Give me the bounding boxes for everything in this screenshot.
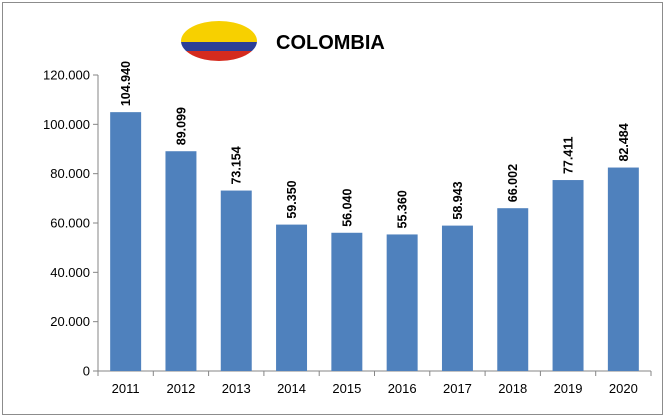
bar [165, 151, 197, 371]
y-tick-label: 40.000 [50, 265, 90, 280]
x-tick-label: 2014 [277, 381, 306, 396]
x-tick-label: 2016 [388, 381, 417, 396]
y-tick-label: 120.000 [43, 68, 90, 83]
data-label: 58.943 [451, 181, 465, 219]
bar [441, 225, 473, 371]
data-label: 73.154 [230, 146, 244, 184]
data-label: 82.484 [617, 123, 631, 161]
x-tick-label: 2013 [222, 381, 251, 396]
data-label: 104.940 [119, 61, 133, 106]
x-tick-label: 2019 [554, 381, 583, 396]
bar-series [110, 112, 639, 371]
data-label: 56.040 [340, 188, 354, 226]
data-label: 55.360 [396, 190, 410, 228]
bar [331, 232, 363, 371]
bar [497, 208, 529, 371]
data-label: 59.350 [285, 180, 299, 218]
x-tick-label: 2011 [112, 381, 140, 396]
y-tick-label: 0 [83, 364, 90, 379]
x-tick-label: 2012 [166, 381, 195, 396]
y-tick-label: 100.000 [43, 117, 90, 132]
bar [220, 190, 252, 371]
colombia-flag-icon [181, 21, 257, 61]
x-tick-label: 2015 [332, 381, 361, 396]
bar [607, 167, 639, 371]
bar [386, 234, 418, 371]
bar [276, 224, 308, 371]
data-label: 66.002 [506, 164, 520, 202]
x-tick-label: 2018 [498, 381, 527, 396]
x-tick-label: 2020 [609, 381, 638, 396]
chart-axes: 0 20.000 40.000 60.000 80.000 100.000 120.000 2… [43, 68, 652, 396]
y-tick-label: 80.000 [50, 166, 90, 181]
y-tick-label: 60.000 [50, 216, 90, 231]
x-tick-label: 2017 [443, 381, 472, 396]
data-label: 77.411 [562, 136, 576, 174]
bar [110, 112, 142, 371]
data-label: 89.099 [174, 107, 188, 145]
data-labels: 104.940 89.099 73.154 59.350 56.040 55.360 58.… [119, 61, 631, 229]
y-tick-label: 20.000 [50, 314, 90, 329]
chart-title: COLOMBIA [276, 32, 385, 54]
bar [552, 180, 584, 371]
bar-chart: COLOMBIA 0 20.000 40.000 60.000 80.000 100.00… [43, 21, 652, 396]
